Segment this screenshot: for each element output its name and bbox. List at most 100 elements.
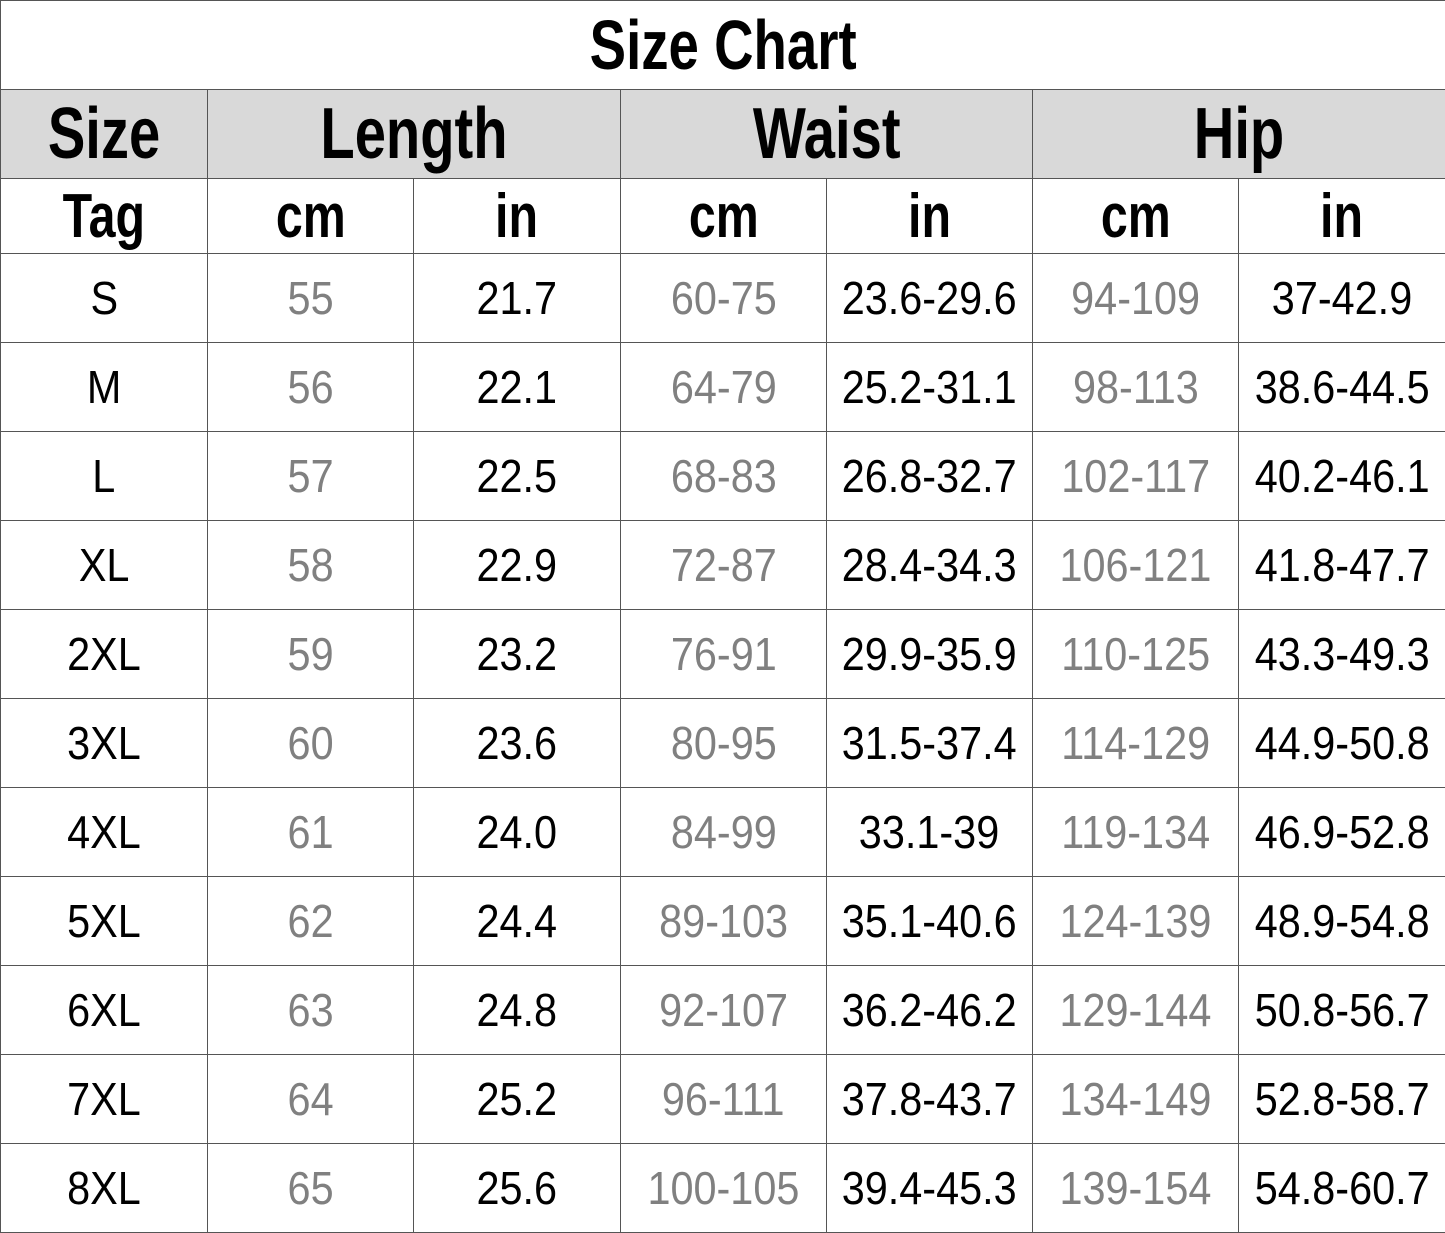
table-cell: 21.7 — [414, 254, 621, 343]
table-cell: 139-154 — [1033, 1144, 1239, 1233]
cell-value: S — [90, 271, 118, 325]
cell-value: 23.6 — [477, 716, 558, 770]
header-length-text: Length — [320, 93, 507, 175]
table-cell: 72-87 — [621, 521, 827, 610]
cell-value: 94-109 — [1071, 271, 1200, 325]
table-cell: S — [1, 254, 208, 343]
cell-value: 6XL — [67, 983, 141, 1037]
cell-value: 52.8-58.7 — [1255, 1072, 1430, 1126]
cell-value: 25.6 — [477, 1161, 558, 1215]
title-row: Size Chart — [1, 1, 1445, 90]
table-cell: 29.9-35.9 — [827, 610, 1033, 699]
cell-value: 41.8-47.7 — [1255, 538, 1430, 592]
table-cell: 22.5 — [414, 432, 621, 521]
cell-value: 100-105 — [648, 1161, 800, 1215]
cell-value: 139-154 — [1060, 1161, 1212, 1215]
unit-header: Tag — [1, 179, 208, 254]
cell-value: 64-79 — [671, 360, 777, 414]
table-cell: 28.4-34.3 — [827, 521, 1033, 610]
cell-value: 8XL — [67, 1161, 141, 1215]
table-cell: 124-139 — [1033, 877, 1239, 966]
table-cell: 23.6 — [414, 699, 621, 788]
cell-value: M — [87, 360, 121, 414]
table-cell: 76-91 — [621, 610, 827, 699]
cell-value: 35.1-40.6 — [842, 894, 1017, 948]
table-cell: 57 — [208, 432, 414, 521]
cell-value: 28.4-34.3 — [842, 538, 1017, 592]
table-cell: 39.4-45.3 — [827, 1144, 1033, 1233]
header-hip: Hip — [1033, 90, 1445, 179]
header-waist-text: Waist — [753, 93, 901, 175]
table-cell: 58 — [208, 521, 414, 610]
table-cell: 106-121 — [1033, 521, 1239, 610]
unit-header: in — [827, 179, 1033, 254]
cell-value: 59 — [287, 627, 333, 681]
table-cell: 59 — [208, 610, 414, 699]
table-cell: 44.9-50.8 — [1239, 699, 1445, 788]
table-cell: 33.1-39 — [827, 788, 1033, 877]
cell-value: 58 — [287, 538, 333, 592]
cell-value: 89-103 — [659, 894, 788, 948]
table-cell: 54.8-60.7 — [1239, 1144, 1445, 1233]
unit-header-text: cm — [276, 181, 346, 252]
cell-value: 3XL — [67, 716, 141, 770]
table-cell: 5XL — [1, 877, 208, 966]
table-cell: 56 — [208, 343, 414, 432]
cell-value: 106-121 — [1060, 538, 1212, 592]
unit-header: in — [1239, 179, 1445, 254]
cell-value: 25.2-31.1 — [842, 360, 1017, 414]
table-cell: L — [1, 432, 208, 521]
table-cell: 26.8-32.7 — [827, 432, 1033, 521]
table-cell: 22.9 — [414, 521, 621, 610]
table-cell: 4XL — [1, 788, 208, 877]
cell-value: 55 — [287, 271, 333, 325]
table-cell: 92-107 — [621, 966, 827, 1055]
cell-value: 54.8-60.7 — [1255, 1161, 1430, 1215]
cell-value: XL — [79, 538, 130, 592]
cell-value: 76-91 — [671, 627, 777, 681]
table-cell: M — [1, 343, 208, 432]
cell-value: 22.1 — [477, 360, 558, 414]
table-cell: 80-95 — [621, 699, 827, 788]
table-cell: 6XL — [1, 966, 208, 1055]
table-cell: 8XL — [1, 1144, 208, 1233]
table-cell: 60-75 — [621, 254, 827, 343]
cell-value: 4XL — [67, 805, 141, 859]
table-cell: 25.2 — [414, 1055, 621, 1144]
table-cell: 23.2 — [414, 610, 621, 699]
table-cell: 3XL — [1, 699, 208, 788]
table-cell: 64 — [208, 1055, 414, 1144]
cell-value: 24.4 — [477, 894, 558, 948]
cell-value: 134-149 — [1060, 1072, 1212, 1126]
table-cell: 43.3-49.3 — [1239, 610, 1445, 699]
table-cell: 129-144 — [1033, 966, 1239, 1055]
cell-value: L — [92, 449, 115, 503]
cell-value: 119-134 — [1061, 805, 1210, 859]
table-cell: 24.0 — [414, 788, 621, 877]
cell-value: 29.9-35.9 — [842, 627, 1017, 681]
header-size: Size — [1, 90, 208, 179]
cell-value: 24.8 — [477, 983, 558, 1037]
table-cell: 37.8-43.7 — [827, 1055, 1033, 1144]
cell-value: 44.9-50.8 — [1255, 716, 1430, 770]
table-cell: 62 — [208, 877, 414, 966]
cell-value: 114-129 — [1061, 716, 1210, 770]
cell-value: 60 — [287, 716, 333, 770]
table-cell: 64-79 — [621, 343, 827, 432]
table-cell: XL — [1, 521, 208, 610]
cell-value: 36.2-46.2 — [842, 983, 1017, 1037]
table-cell: 96-111 — [621, 1055, 827, 1144]
table-cell: 98-113 — [1033, 343, 1239, 432]
table-cell: 46.9-52.8 — [1239, 788, 1445, 877]
cell-value: 68-83 — [671, 449, 777, 503]
